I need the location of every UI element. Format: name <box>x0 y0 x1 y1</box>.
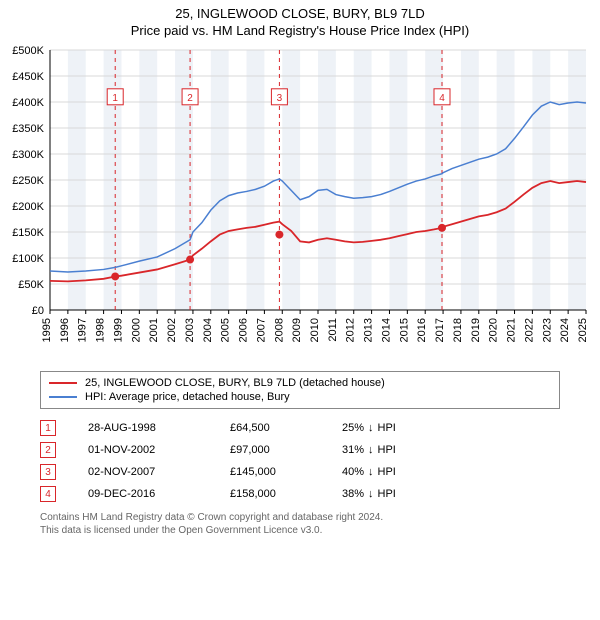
sale-diff-pct: 25% <box>342 422 364 434</box>
svg-text:2024: 2024 <box>559 318 571 342</box>
footer-line-2: This data is licensed under the Open Gov… <box>40 524 560 537</box>
svg-text:3: 3 <box>277 93 283 104</box>
svg-text:2002: 2002 <box>166 318 178 342</box>
svg-text:2000: 2000 <box>130 318 142 342</box>
sale-diff-suffix: HPI <box>378 488 396 500</box>
svg-text:£0: £0 <box>32 305 44 317</box>
legend-label: HPI: Average price, detached house, Bury <box>85 391 290 403</box>
sale-marker-badge: 2 <box>40 442 56 458</box>
sale-date: 01-NOV-2002 <box>88 444 198 456</box>
svg-text:4: 4 <box>439 93 445 104</box>
sale-price: £64,500 <box>230 422 310 434</box>
sale-diff-pct: 40% <box>342 466 364 478</box>
svg-text:£450K: £450K <box>12 71 44 83</box>
price-chart: £0 £50K £100K £150K £200K £250K £300K £350K £400… <box>0 40 600 363</box>
sale-date: 02-NOV-2007 <box>88 466 198 478</box>
legend: 25, INGLEWOOD CLOSE, BURY, BL9 7LD (deta… <box>40 371 560 409</box>
svg-text:2011: 2011 <box>327 318 339 342</box>
legend-item: HPI: Average price, detached house, Bury <box>49 390 551 404</box>
sales-row: 2 01-NOV-2002 £97,000 31% ↓ HPI <box>40 439 560 461</box>
sale-diff-pct: 38% <box>342 488 364 500</box>
svg-text:2022: 2022 <box>523 318 535 342</box>
sale-diff: 38% ↓ HPI <box>342 488 396 500</box>
sale-diff-suffix: HPI <box>378 422 396 434</box>
svg-text:2010: 2010 <box>309 318 321 342</box>
svg-text:£300K: £300K <box>12 149 44 161</box>
sale-date: 28-AUG-1998 <box>88 422 198 434</box>
sale-price: £97,000 <box>230 444 310 456</box>
svg-text:2007: 2007 <box>255 318 267 342</box>
svg-text:2005: 2005 <box>220 318 232 342</box>
svg-text:£50K: £50K <box>18 279 44 291</box>
legend-swatch <box>49 396 77 398</box>
svg-text:2004: 2004 <box>202 318 214 342</box>
svg-text:2008: 2008 <box>273 318 285 342</box>
legend-label: 25, INGLEWOOD CLOSE, BURY, BL9 7LD (deta… <box>85 377 385 389</box>
svg-text:1997: 1997 <box>77 318 89 342</box>
svg-text:2025: 2025 <box>577 318 589 342</box>
footer-line-1: Contains HM Land Registry data © Crown c… <box>40 511 560 524</box>
svg-text:2012: 2012 <box>345 318 357 342</box>
sale-diff: 40% ↓ HPI <box>342 466 396 478</box>
svg-text:2006: 2006 <box>238 318 250 342</box>
down-arrow-icon: ↓ <box>368 422 374 434</box>
sale-price: £158,000 <box>230 488 310 500</box>
svg-text:2019: 2019 <box>470 318 482 342</box>
sale-price: £145,000 <box>230 466 310 478</box>
svg-text:£350K: £350K <box>12 123 44 135</box>
svg-text:2013: 2013 <box>363 318 375 342</box>
svg-text:£100K: £100K <box>12 253 44 265</box>
svg-text:£400K: £400K <box>12 97 44 109</box>
svg-text:2015: 2015 <box>398 318 410 342</box>
sale-marker-badge: 4 <box>40 486 56 502</box>
sale-marker-badge: 1 <box>40 420 56 436</box>
svg-text:2009: 2009 <box>291 318 303 342</box>
svg-text:2014: 2014 <box>380 318 392 342</box>
svg-text:£250K: £250K <box>12 175 44 187</box>
svg-text:2020: 2020 <box>488 318 500 342</box>
down-arrow-icon: ↓ <box>368 466 374 478</box>
legend-swatch <box>49 382 77 384</box>
svg-text:2016: 2016 <box>416 318 428 342</box>
footer-attribution: Contains HM Land Registry data © Crown c… <box>40 511 560 537</box>
svg-text:2001: 2001 <box>148 318 160 342</box>
sales-table: 1 28-AUG-1998 £64,500 25% ↓ HPI 2 01-NOV-2002 £9… <box>40 417 560 505</box>
svg-text:1998: 1998 <box>95 318 107 342</box>
svg-text:£150K: £150K <box>12 227 44 239</box>
svg-text:2017: 2017 <box>434 318 446 342</box>
sales-row: 1 28-AUG-1998 £64,500 25% ↓ HPI <box>40 417 560 439</box>
svg-text:2021: 2021 <box>506 318 518 342</box>
svg-text:2018: 2018 <box>452 318 464 342</box>
svg-text:£500K: £500K <box>12 45 44 57</box>
sale-diff: 25% ↓ HPI <box>342 422 396 434</box>
sales-row: 3 02-NOV-2007 £145,000 40% ↓ HPI <box>40 461 560 483</box>
page-title: 25, INGLEWOOD CLOSE, BURY, BL9 7LD <box>0 6 600 21</box>
page-subtitle: Price paid vs. HM Land Registry's House … <box>0 23 600 38</box>
sale-diff: 31% ↓ HPI <box>342 444 396 456</box>
svg-text:£200K: £200K <box>12 201 44 213</box>
sale-date: 09-DEC-2016 <box>88 488 198 500</box>
legend-item: 25, INGLEWOOD CLOSE, BURY, BL9 7LD (deta… <box>49 376 551 390</box>
sale-marker-badge: 3 <box>40 464 56 480</box>
sale-diff-pct: 31% <box>342 444 364 456</box>
svg-text:2003: 2003 <box>184 318 196 342</box>
svg-text:1: 1 <box>112 93 118 104</box>
svg-text:1999: 1999 <box>112 318 124 342</box>
down-arrow-icon: ↓ <box>368 488 374 500</box>
down-arrow-icon: ↓ <box>368 444 374 456</box>
svg-text:2023: 2023 <box>541 318 553 342</box>
svg-text:2: 2 <box>187 93 193 104</box>
svg-text:1995: 1995 <box>41 318 53 342</box>
sales-row: 4 09-DEC-2016 £158,000 38% ↓ HPI <box>40 483 560 505</box>
sale-diff-suffix: HPI <box>378 466 396 478</box>
svg-text:1996: 1996 <box>59 318 71 342</box>
sale-diff-suffix: HPI <box>378 444 396 456</box>
